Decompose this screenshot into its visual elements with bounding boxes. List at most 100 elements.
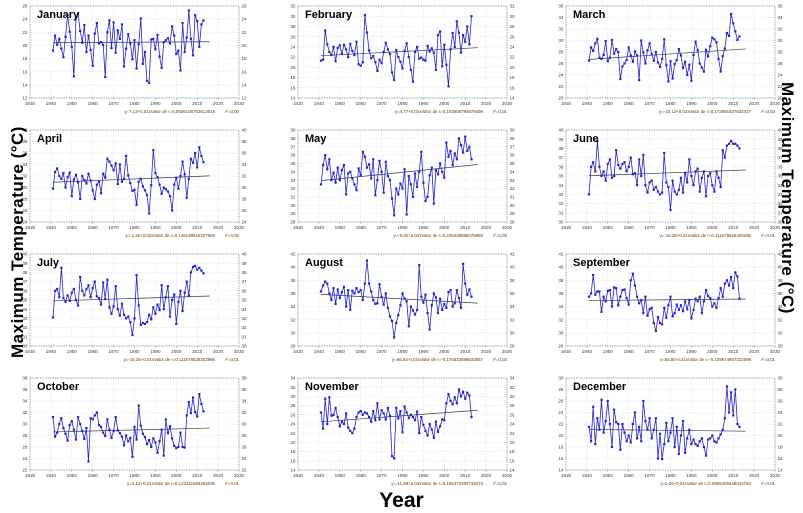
x-tick-label: 1960 bbox=[624, 473, 635, 478]
x-tick-label: 1950 bbox=[67, 473, 78, 478]
data-point bbox=[665, 316, 668, 319]
y-tick-label-right: 26 bbox=[510, 412, 516, 417]
x-tick-label: 2020 bbox=[481, 101, 492, 106]
data-point bbox=[191, 265, 195, 268]
data-point bbox=[328, 50, 331, 54]
data-point bbox=[162, 41, 165, 44]
data-point bbox=[661, 57, 664, 60]
data-point bbox=[644, 184, 647, 187]
x-tick-label: 2000 bbox=[439, 101, 450, 106]
y-tick-label-left: 37 bbox=[558, 155, 564, 160]
data-point bbox=[707, 55, 710, 58]
data-point bbox=[631, 60, 634, 63]
x-tick-label: 2000 bbox=[171, 101, 182, 106]
data-point bbox=[700, 312, 703, 315]
y-tick-label-left: 32 bbox=[22, 174, 28, 179]
data-point bbox=[365, 31, 369, 34]
data-point bbox=[658, 321, 662, 325]
data-point bbox=[177, 300, 180, 303]
y-tick-label-right: 39 bbox=[510, 128, 516, 133]
data-point bbox=[68, 171, 71, 174]
data-point bbox=[326, 43, 329, 46]
data-point bbox=[418, 57, 421, 60]
x-tick-label: 1930 bbox=[293, 101, 304, 106]
charts-grid: 1930 1940 1950 1960 1970 1980 1990 2000 2010 2020… bbox=[22, 4, 784, 486]
x-tick-label: 2010 bbox=[728, 101, 739, 106]
y-tick-label-left: 39 bbox=[22, 261, 28, 266]
data-point bbox=[378, 58, 381, 61]
data-point bbox=[455, 402, 458, 405]
data-point bbox=[79, 29, 82, 33]
data-point bbox=[166, 190, 170, 193]
data-point bbox=[72, 287, 75, 291]
data-point bbox=[135, 203, 138, 206]
data-point bbox=[606, 162, 609, 166]
data-point bbox=[143, 322, 147, 326]
data-point bbox=[604, 300, 607, 303]
data-point bbox=[698, 295, 701, 298]
data-point bbox=[380, 170, 383, 173]
x-tick-label: 1950 bbox=[603, 349, 614, 354]
y-tick-label-left: 34 bbox=[290, 376, 296, 381]
data-point bbox=[62, 297, 65, 300]
data-point bbox=[424, 429, 427, 432]
data-point bbox=[171, 298, 174, 302]
data-point bbox=[650, 179, 653, 182]
y-tick-label-right: 30 bbox=[510, 203, 516, 208]
data-point bbox=[97, 180, 101, 183]
data-point bbox=[122, 65, 126, 68]
data-point bbox=[363, 282, 366, 285]
data-point bbox=[715, 306, 718, 309]
data-point bbox=[428, 174, 431, 177]
y-tick-label-left: 31 bbox=[22, 334, 28, 339]
data-point bbox=[434, 296, 438, 299]
data-point bbox=[76, 304, 80, 307]
data-point bbox=[654, 417, 657, 420]
data-point bbox=[89, 48, 92, 52]
data-point bbox=[625, 296, 628, 300]
data-point bbox=[81, 174, 84, 178]
x-tick-label: 1980 bbox=[397, 101, 408, 106]
data-point bbox=[464, 135, 467, 138]
y-tick-label-right: 18 bbox=[510, 449, 516, 454]
trend-line bbox=[588, 169, 746, 177]
y-tick-label-right: 30 bbox=[242, 344, 248, 349]
data-point bbox=[453, 45, 456, 48]
data-line bbox=[588, 271, 740, 332]
data-point bbox=[633, 172, 637, 175]
data-point bbox=[422, 301, 425, 304]
chart-month-title: November bbox=[305, 381, 360, 393]
x-tick-label: 2000 bbox=[439, 473, 450, 478]
data-point bbox=[357, 167, 360, 170]
y-tick-label-right: 22 bbox=[778, 422, 784, 427]
data-point bbox=[436, 430, 440, 433]
data-point bbox=[420, 56, 423, 59]
x-tick-label: 1950 bbox=[67, 101, 78, 106]
data-point bbox=[405, 42, 408, 45]
data-point bbox=[349, 429, 352, 432]
data-point bbox=[347, 172, 350, 175]
data-point bbox=[675, 303, 678, 306]
data-point bbox=[122, 313, 126, 316]
y-tick-label-left: 32 bbox=[290, 317, 296, 322]
data-point bbox=[424, 293, 427, 296]
y-tick-label-right: 20 bbox=[778, 96, 784, 101]
chart-may-svg: 1930 1940 1950 1960 1970 1980 1990 2000 2010 2020… bbox=[290, 128, 516, 238]
data-point bbox=[596, 37, 599, 40]
data-point bbox=[428, 50, 431, 53]
data-point bbox=[464, 282, 467, 285]
data-point bbox=[330, 298, 333, 302]
data-point bbox=[602, 295, 605, 298]
data-point bbox=[164, 296, 167, 299]
data-point bbox=[328, 158, 331, 161]
chart-december-svg: 1930 1940 1950 1960 1970 1980 1990 2000 2010 2020… bbox=[558, 376, 784, 486]
data-point bbox=[66, 294, 69, 297]
y-tick-label-right: 20 bbox=[510, 65, 516, 70]
data-point bbox=[669, 431, 672, 434]
y-tick-label-left: 32 bbox=[558, 317, 564, 322]
y-tick-label-right: 22 bbox=[510, 55, 516, 60]
data-point bbox=[181, 160, 184, 163]
data-point bbox=[709, 172, 712, 175]
data-point bbox=[642, 153, 645, 156]
data-point bbox=[692, 438, 695, 441]
